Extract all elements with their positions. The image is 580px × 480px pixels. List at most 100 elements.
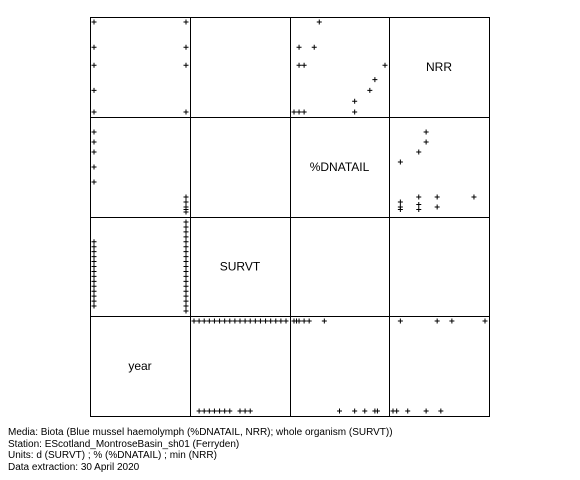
data-point xyxy=(91,19,97,25)
panel-3-2 xyxy=(290,316,390,417)
panel-0-2 xyxy=(290,17,390,118)
data-point xyxy=(196,408,202,414)
data-point xyxy=(257,318,263,324)
data-point xyxy=(206,318,212,324)
panel-1-1 xyxy=(190,117,291,218)
data-point xyxy=(91,249,97,255)
data-point xyxy=(183,298,189,304)
data-point xyxy=(183,249,189,255)
panel-2-0 xyxy=(90,217,191,317)
data-point xyxy=(449,318,455,324)
variable-label-nrr: NRR xyxy=(426,60,452,74)
data-point xyxy=(183,194,189,200)
data-point xyxy=(263,318,269,324)
data-point xyxy=(227,318,233,324)
data-point xyxy=(237,318,243,324)
data-point xyxy=(397,159,403,165)
panel-3-1 xyxy=(190,316,291,417)
data-point xyxy=(301,318,307,324)
data-point xyxy=(242,408,248,414)
data-point xyxy=(362,408,368,414)
data-point xyxy=(321,318,327,324)
data-point xyxy=(91,44,97,50)
data-point xyxy=(91,239,97,245)
data-point xyxy=(416,194,422,200)
panel-0-0 xyxy=(90,17,191,118)
data-point xyxy=(183,234,189,240)
data-point xyxy=(91,139,97,145)
data-point xyxy=(471,194,477,200)
data-point xyxy=(183,224,189,230)
data-point xyxy=(91,109,97,115)
variable-label-year: year xyxy=(128,359,151,373)
data-point xyxy=(183,303,189,309)
data-point xyxy=(394,408,400,414)
data-point xyxy=(91,62,97,68)
data-point xyxy=(183,239,189,245)
data-point xyxy=(196,318,202,324)
data-point xyxy=(423,129,429,135)
data-point xyxy=(291,109,297,115)
data-point xyxy=(183,273,189,279)
data-point xyxy=(91,293,97,299)
data-point xyxy=(183,244,189,250)
data-point xyxy=(91,244,97,250)
caption-station: Station: EScotland_MontroseBasin_sh01 (F… xyxy=(8,438,240,450)
data-point xyxy=(183,199,189,205)
data-point xyxy=(211,408,217,414)
data-point xyxy=(91,179,97,185)
data-point xyxy=(191,318,197,324)
data-point xyxy=(91,87,97,93)
data-point xyxy=(91,303,97,309)
data-point xyxy=(91,129,97,135)
data-point xyxy=(372,77,378,83)
data-point xyxy=(405,408,411,414)
data-point xyxy=(183,259,189,265)
data-point xyxy=(91,254,97,260)
data-point xyxy=(183,268,189,274)
data-point xyxy=(91,164,97,170)
data-point xyxy=(201,408,207,414)
caption-units: Units: d (SURVT) ; % (%DNATAIL) ; min (N… xyxy=(8,450,217,462)
data-point xyxy=(91,149,97,155)
data-point xyxy=(183,254,189,260)
data-point xyxy=(183,264,189,269)
panel-1-3 xyxy=(389,117,490,218)
data-point xyxy=(242,318,248,324)
data-point xyxy=(416,207,422,212)
data-point xyxy=(296,318,302,324)
data-point xyxy=(206,408,212,414)
data-point xyxy=(183,19,189,25)
data-point xyxy=(183,109,189,115)
data-point xyxy=(91,264,97,269)
data-point xyxy=(183,293,189,299)
data-point xyxy=(183,62,189,68)
data-point xyxy=(222,318,228,324)
data-point xyxy=(183,308,189,314)
panel-0-1 xyxy=(190,17,291,118)
data-point xyxy=(183,278,189,284)
data-point xyxy=(217,408,223,414)
data-point xyxy=(306,318,312,324)
data-point xyxy=(183,219,189,225)
data-point xyxy=(247,408,253,414)
data-point xyxy=(222,408,228,414)
data-point xyxy=(91,273,97,279)
data-point xyxy=(91,268,97,274)
data-point xyxy=(301,109,307,115)
data-point xyxy=(374,408,380,414)
data-point xyxy=(434,318,440,324)
data-point xyxy=(482,318,488,324)
variable-label-dnatail: %DNATAIL xyxy=(310,160,370,174)
data-point xyxy=(273,318,279,324)
data-point xyxy=(183,229,189,235)
data-point xyxy=(397,199,403,205)
data-point xyxy=(217,318,223,324)
data-point xyxy=(438,408,444,414)
data-point xyxy=(268,318,274,324)
data-point xyxy=(91,259,97,265)
data-point xyxy=(91,298,97,304)
data-point xyxy=(211,318,217,324)
data-point xyxy=(434,204,440,210)
data-point xyxy=(296,109,302,115)
